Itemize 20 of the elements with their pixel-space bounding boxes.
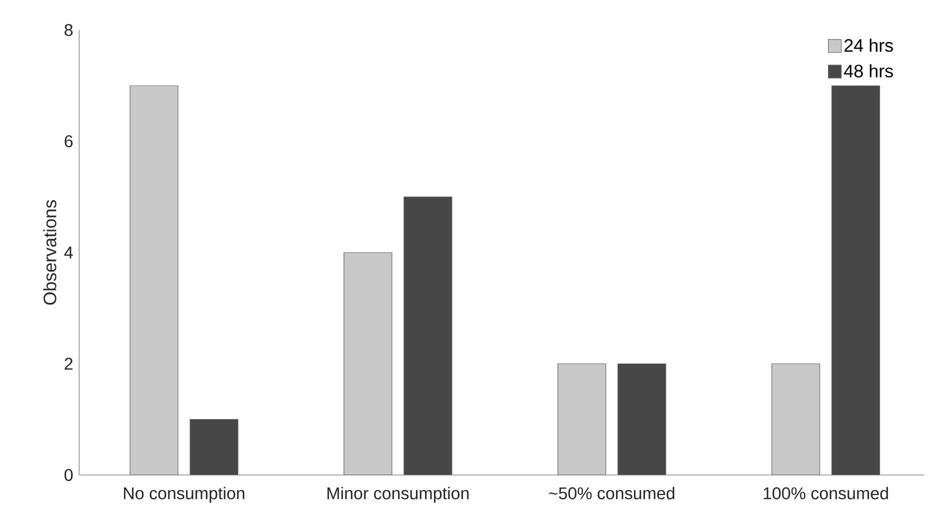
y-axis-title: Observations (43, 200, 56, 305)
x-tick-label: ~50% consumed (549, 486, 674, 500)
y-tick-label: 8 (64, 24, 73, 36)
bar (344, 252, 392, 475)
y-tick-label: 4 (64, 246, 73, 258)
bar (404, 196, 452, 475)
bar (130, 85, 178, 475)
y-tick-label: 0 (64, 468, 73, 482)
x-tick-label: 100% consumed (764, 486, 888, 500)
bar (831, 85, 880, 475)
bar (190, 419, 238, 475)
bar (618, 363, 666, 475)
bar (771, 363, 820, 475)
y-tick-label: 6 (64, 135, 73, 148)
y-tick-label: 2 (64, 358, 72, 370)
legend-label: 48 hrs (844, 64, 893, 78)
x-tick-label: No consumption (124, 486, 244, 503)
bar (558, 363, 606, 475)
x-tick-label: Minor consumption (328, 486, 469, 503)
legend-label: 24 hrs (844, 38, 893, 52)
